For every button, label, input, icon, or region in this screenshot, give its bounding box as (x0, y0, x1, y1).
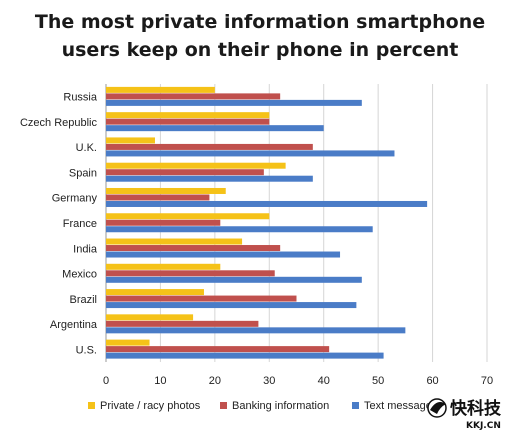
category-label-7: Mexico (62, 269, 97, 281)
bar-1-6 (106, 238, 243, 245)
bar-2-9 (106, 320, 259, 327)
category-label-4: Germany (52, 193, 98, 205)
bar-3-8 (106, 302, 357, 309)
x-tick-label-3: 30 (263, 375, 275, 387)
x-tick-label-6: 60 (426, 375, 438, 387)
legend-label-2: Banking information (232, 400, 329, 412)
category-label-0: Russia (63, 92, 98, 104)
bar-2-6 (106, 245, 281, 252)
chart-title-line-1: The most private information smartphone (34, 11, 486, 33)
x-tick-label-5: 50 (372, 375, 384, 387)
bar-3-7 (106, 276, 362, 283)
bar-1-3 (106, 162, 286, 169)
bar-3-4 (106, 200, 428, 207)
category-label-10: U.S. (76, 344, 97, 356)
bar-2-10 (106, 346, 330, 353)
x-tick-label-4: 40 (318, 375, 330, 387)
category-label-9: Argentina (50, 319, 98, 331)
category-label-1: Czech Republic (20, 117, 98, 129)
bar-1-4 (106, 187, 226, 194)
bar-2-0 (106, 93, 281, 100)
chart-title: The most private information smartphone … (0, 8, 520, 64)
bar-3-1 (106, 125, 324, 132)
bar-2-2 (106, 143, 313, 150)
x-tick-label-2: 20 (209, 375, 221, 387)
bar-1-10 (106, 339, 150, 346)
legend-swatch-2 (220, 402, 227, 409)
legend-swatch-1 (88, 402, 95, 409)
watermark-subtext: KKJ.CN (466, 421, 501, 431)
watermark-text: 快科技 (450, 398, 502, 419)
bar-2-5 (106, 219, 221, 226)
bar-3-9 (106, 327, 406, 334)
bar-3-6 (106, 251, 341, 258)
bar-2-4 (106, 194, 210, 201)
category-label-8: Brazil (69, 294, 97, 306)
bar-3-2 (106, 150, 395, 157)
category-label-5: France (63, 218, 97, 230)
bar-1-5 (106, 213, 270, 220)
bar-1-2 (106, 137, 155, 144)
chart-title-line-2: users keep on their phone in percent (61, 39, 459, 61)
bar-3-0 (106, 99, 362, 106)
category-label-6: India (73, 243, 98, 255)
x-tick-label-7: 70 (481, 375, 493, 387)
bar-2-7 (106, 270, 275, 277)
legend-label-3: Text messages (364, 400, 438, 412)
bar-1-1 (106, 112, 270, 119)
category-label-2: U.K. (76, 142, 97, 154)
bar-1-8 (106, 289, 204, 296)
bar-3-3 (106, 175, 313, 182)
bar-1-0 (106, 86, 215, 93)
legend-label-1: Private / racy photos (100, 400, 201, 412)
bird-logo-wing (430, 402, 446, 414)
category-label-3: Spain (69, 167, 97, 179)
bar-3-5 (106, 226, 373, 233)
bar-2-3 (106, 169, 264, 176)
legend-swatch-3 (352, 402, 359, 409)
x-tick-label-0: 0 (103, 375, 109, 387)
bar-1-7 (106, 263, 221, 270)
bar-3-10 (106, 352, 384, 359)
x-tick-label-1: 10 (154, 375, 166, 387)
bar-2-1 (106, 118, 270, 125)
bar-1-9 (106, 314, 194, 321)
bar-2-8 (106, 295, 297, 302)
